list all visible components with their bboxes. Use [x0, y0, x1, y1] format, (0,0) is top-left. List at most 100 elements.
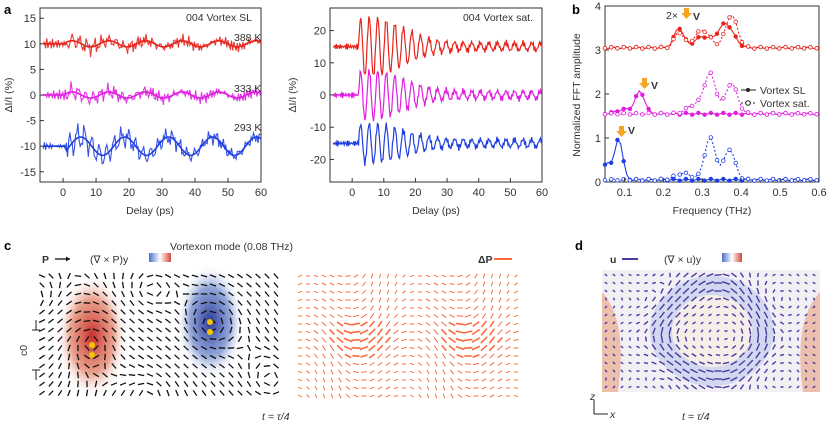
displacement-arrow [643, 353, 649, 357]
polarization-arrow [112, 281, 116, 289]
temp-label-293: 293 K [234, 122, 261, 134]
curl-u-left-region [602, 292, 621, 392]
displacement-arrow [666, 303, 674, 311]
displacement-arrow [691, 313, 697, 317]
delta-p-arrow [321, 321, 327, 327]
polarization-arrow [57, 389, 63, 397]
displacement-arrow [693, 337, 695, 341]
delta-p-arrow [321, 282, 327, 286]
polarization-arrow [146, 363, 154, 369]
displacement-arrow [804, 297, 808, 301]
polarization-arrow [146, 309, 154, 315]
delta-p-arrow [473, 305, 479, 311]
fft-marker [621, 106, 626, 111]
polarization-arrow [38, 336, 46, 342]
polarization-arrow [174, 363, 180, 369]
fft-marker [702, 35, 707, 40]
displacement-arrow [796, 289, 800, 293]
polarization-arrow [264, 308, 270, 316]
delta-p-arrow [441, 290, 447, 294]
displacement-arrow [740, 336, 744, 342]
polarization-arrow [255, 380, 261, 388]
v-arrow-low [616, 126, 627, 137]
delta-p-arrow [514, 274, 518, 278]
fft-marker [789, 112, 794, 117]
displacement-arrow [604, 345, 608, 349]
fft-marker [677, 110, 682, 116]
polarization-arrow [255, 336, 261, 342]
fft-marker [745, 176, 751, 182]
displacement-arrow [755, 343, 761, 351]
fft-marker [814, 46, 819, 51]
polarization-arrow [120, 354, 126, 360]
displacement-arrow [723, 314, 729, 316]
delta-p-arrow [465, 274, 471, 278]
displacement-arrow [721, 377, 731, 381]
displacement-arrow [739, 303, 745, 311]
y-tick-label: -15 [20, 167, 36, 179]
displacement-arrow [684, 336, 688, 342]
legend-marker-sl [746, 88, 750, 92]
polarization-arrow [209, 301, 217, 305]
delta-p-arrow [450, 377, 454, 383]
polarization-arrow [237, 335, 243, 343]
polarization-arrow [57, 300, 63, 306]
displacement-arrow [666, 360, 674, 366]
delta-p-arrow [463, 346, 473, 350]
panel-a-right-plot: 0 10 20 30 40 50 60 20 10 0 -10 -20 004 Vortex sat… [287, 7, 548, 217]
delta-p-arrow [464, 314, 472, 318]
delta-p-arrow [489, 378, 495, 382]
fft-marker [677, 26, 682, 32]
polarization-arrow [77, 380, 79, 388]
panel-label-a: a [4, 2, 12, 17]
delta-p-arrow [489, 361, 495, 367]
displacement-arrow [666, 311, 674, 319]
delta-p-arrow [514, 282, 518, 286]
displacement-arrow [730, 376, 738, 382]
delta-p-arrow [321, 298, 327, 302]
displacement-arrow [748, 335, 752, 343]
polarization-arrow [192, 389, 198, 397]
polarization-arrow [192, 372, 198, 378]
delta-p-arrow [329, 282, 335, 286]
displacement-arrow [683, 352, 689, 358]
displacement-arrow [652, 335, 656, 343]
displacement-arrow [651, 296, 657, 302]
curl-u-label: (∇ × u)y [664, 254, 702, 266]
displacement-arrow [706, 385, 714, 389]
delta-p-arrow [387, 273, 389, 279]
fft-marker [602, 162, 608, 167]
delta-p-arrow [434, 377, 438, 383]
polarization-arrow [48, 273, 54, 279]
delta-p-arrow [345, 361, 351, 367]
delta-p-arrow [361, 371, 367, 373]
p-arrow-head [66, 256, 70, 262]
polarization-arrow [201, 390, 207, 396]
delta-p-arrow [361, 379, 367, 381]
delta-p-arrow [463, 330, 473, 334]
fft-marker [789, 46, 794, 51]
polarization-arrow [129, 309, 135, 315]
polarization-arrow [273, 363, 279, 369]
displacement-arrow [659, 281, 665, 285]
delta-p-arrow [497, 321, 503, 327]
fft-marker [758, 44, 763, 50]
delta-p-arrow [377, 394, 383, 398]
polarization-arrow [39, 372, 45, 378]
polarization-arrow [255, 300, 261, 306]
displacement-arrow [772, 281, 776, 285]
displacement-arrow [788, 353, 792, 357]
displacement-arrow [730, 287, 738, 295]
displacement-arrow [643, 320, 649, 326]
polarization-arrow [210, 372, 216, 378]
displacement-arrow [788, 322, 792, 324]
polarization-arrow [247, 326, 251, 334]
fft-marker [609, 160, 614, 165]
delta-p-arrow [329, 298, 335, 302]
vortex-core-marker [89, 342, 95, 348]
delta-p-arrow [409, 307, 415, 309]
y-tick-label: -10 [20, 141, 36, 153]
polarization-arrow [76, 362, 80, 370]
delta-p-arrow [353, 298, 359, 302]
fft-marker [733, 34, 738, 39]
